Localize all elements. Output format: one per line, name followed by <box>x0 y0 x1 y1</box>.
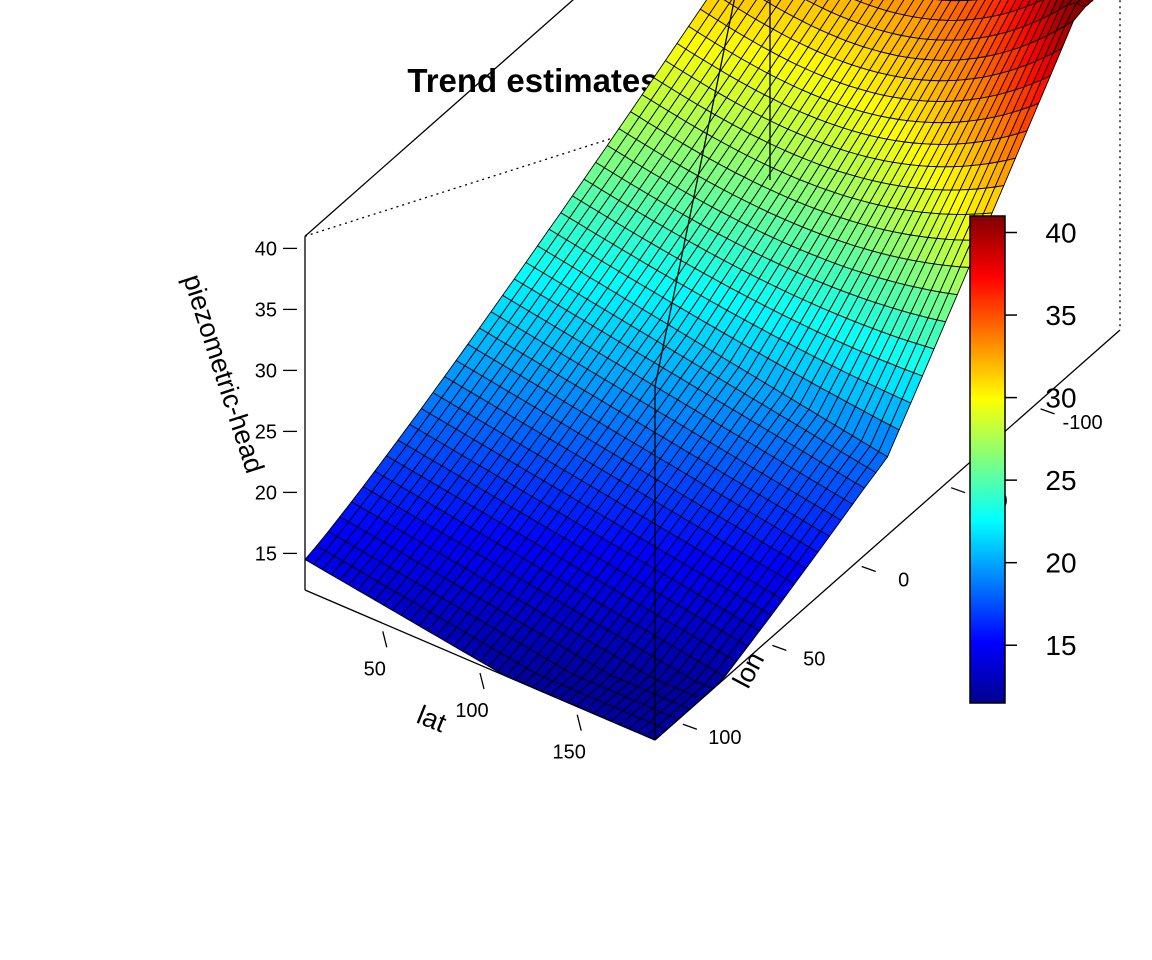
x-tick-mark <box>576 714 582 731</box>
colorbar-tick-label: 25 <box>1045 465 1076 496</box>
chart-title: Trend estimates <box>407 62 658 99</box>
colorbar-tick-label: 20 <box>1045 548 1076 579</box>
colorbar: 15 20 25 30 35 40 <box>969 215 1077 704</box>
box-edge <box>304 0 574 237</box>
z-tick-label: 30 <box>255 360 277 382</box>
z-tick-label: 15 <box>255 543 277 565</box>
y-tick-label: -100 <box>1063 412 1103 434</box>
box-front-edges <box>304 0 1121 741</box>
y-tick-label: 50 <box>803 648 825 670</box>
x-tick-label: 150 <box>553 742 586 764</box>
z-axis: 15 20 25 30 35 40 <box>255 238 297 565</box>
surface-mesh <box>304 0 1094 741</box>
z-tick-label: 40 <box>255 238 277 260</box>
box-edge <box>304 589 656 741</box>
colorbar-tick-label: 35 <box>1045 300 1076 331</box>
x-tick-label: 50 <box>364 658 386 680</box>
x-tick-mark <box>479 672 485 690</box>
z-tick-label: 35 <box>255 299 277 321</box>
y-tick-label: 100 <box>708 727 741 749</box>
x-tick-label: 100 <box>455 700 488 722</box>
surface-facet <box>1035 0 1044 4</box>
colorbar-tick-label: 30 <box>1045 383 1076 414</box>
y-tick-mark <box>682 723 698 730</box>
colorbar-ticks: 15 20 25 30 35 40 <box>1005 218 1077 661</box>
x-axis-label: lat <box>413 700 451 739</box>
z-tick-label: 25 <box>255 421 277 443</box>
box-edge <box>654 0 735 387</box>
x-axis: 50 100 150 <box>364 631 586 764</box>
colorbar-gradient <box>969 215 1006 704</box>
colorbar-tick-label: 15 <box>1045 630 1076 661</box>
y-tick-mark <box>950 487 966 494</box>
y-tick-mark <box>772 644 787 651</box>
y-tick-mark <box>1040 408 1055 415</box>
z-tick-label: 20 <box>255 482 277 504</box>
x-tick-mark <box>382 631 388 648</box>
y-tick-label: 0 <box>898 570 909 592</box>
y-tick-mark <box>861 565 876 573</box>
box-edge <box>654 329 1121 741</box>
colorbar-tick-label: 40 <box>1045 218 1076 249</box>
